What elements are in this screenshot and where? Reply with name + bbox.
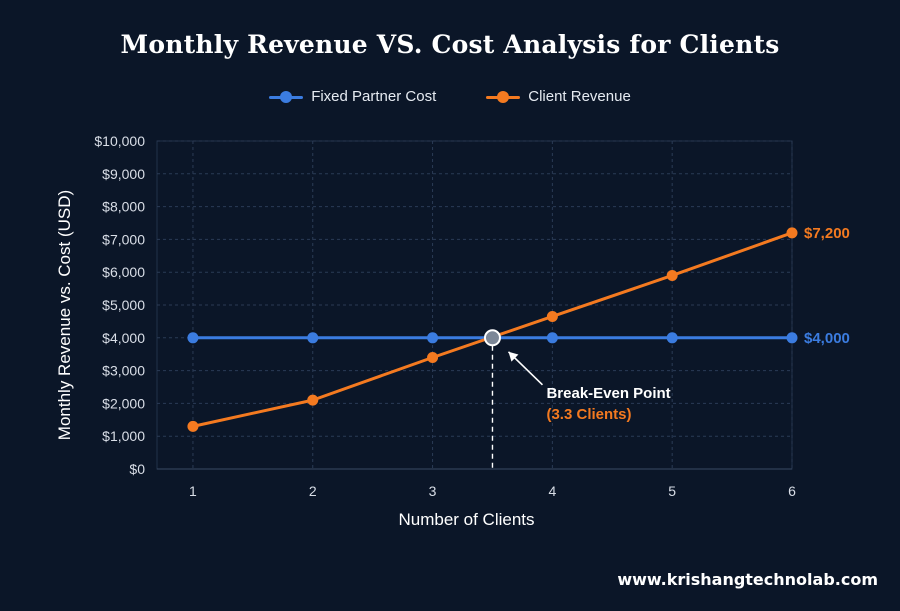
x-tick-label: 4 <box>548 483 556 499</box>
data-point-client-revenue <box>786 227 798 239</box>
data-point-client-revenue <box>666 269 678 281</box>
x-tick-label: 5 <box>668 483 676 499</box>
y-axis-title: Monthly Revenue vs. Cost (USD) <box>55 190 74 440</box>
data-point-client-revenue <box>427 351 439 363</box>
data-point-client-revenue <box>187 420 199 432</box>
y-tick-label: $6,000 <box>102 264 145 280</box>
x-tick-label: 2 <box>309 483 317 499</box>
break-even-sublabel: (3.3 Clients) <box>546 406 631 423</box>
legend-item-fixed-cost: Fixed Partner Cost <box>269 88 436 105</box>
legend-swatch-fixed-cost <box>269 90 304 104</box>
y-tick-label: $8,000 <box>102 199 145 215</box>
y-tick-label: $0 <box>129 461 145 477</box>
y-tick-label: $5,000 <box>102 297 145 313</box>
data-point-fixed-cost <box>427 332 439 344</box>
chart-title: Monthly Revenue VS. Cost Analysis for Cl… <box>120 30 780 59</box>
plot-area <box>156 140 793 470</box>
x-tick-label: 1 <box>189 483 197 499</box>
break-even-label: Break-Even Point <box>546 385 670 402</box>
end-label-fixed-cost: $4,000 <box>804 330 850 347</box>
data-point-client-revenue <box>307 394 319 406</box>
end-label-client-revenue: $7,200 <box>804 225 850 242</box>
data-point-fixed-cost <box>666 332 678 344</box>
legend-item-client-revenue: Client Revenue <box>486 88 631 105</box>
y-tick-label: $10,000 <box>94 133 145 149</box>
data-point-fixed-cost <box>546 332 558 344</box>
chart-legend: Fixed Partner Cost Client Revenue <box>0 88 900 105</box>
break-even-arrow-head <box>508 351 519 362</box>
legend-label-client-revenue: Client Revenue <box>528 88 631 105</box>
data-point-fixed-cost <box>187 332 199 344</box>
footer-website: www.krishangtechnolab.com <box>617 570 878 589</box>
y-tick-label: $2,000 <box>102 395 145 411</box>
data-point-fixed-cost <box>307 332 319 344</box>
y-tick-label: $4,000 <box>102 330 145 346</box>
legend-label-fixed-cost: Fixed Partner Cost <box>311 88 437 105</box>
y-tick-label: $3,000 <box>102 363 145 379</box>
x-tick-label: 6 <box>788 483 796 499</box>
y-tick-label: $1,000 <box>102 428 145 444</box>
y-tick-label: $9,000 <box>102 166 145 182</box>
data-point-fixed-cost <box>786 332 798 344</box>
break-even-point-marker <box>483 329 501 347</box>
data-point-client-revenue <box>546 310 558 322</box>
legend-swatch-client-revenue <box>486 90 521 104</box>
y-tick-label: $7,000 <box>102 231 145 247</box>
x-tick-label: 3 <box>429 483 437 499</box>
x-axis-title: Number of Clients <box>398 510 534 529</box>
